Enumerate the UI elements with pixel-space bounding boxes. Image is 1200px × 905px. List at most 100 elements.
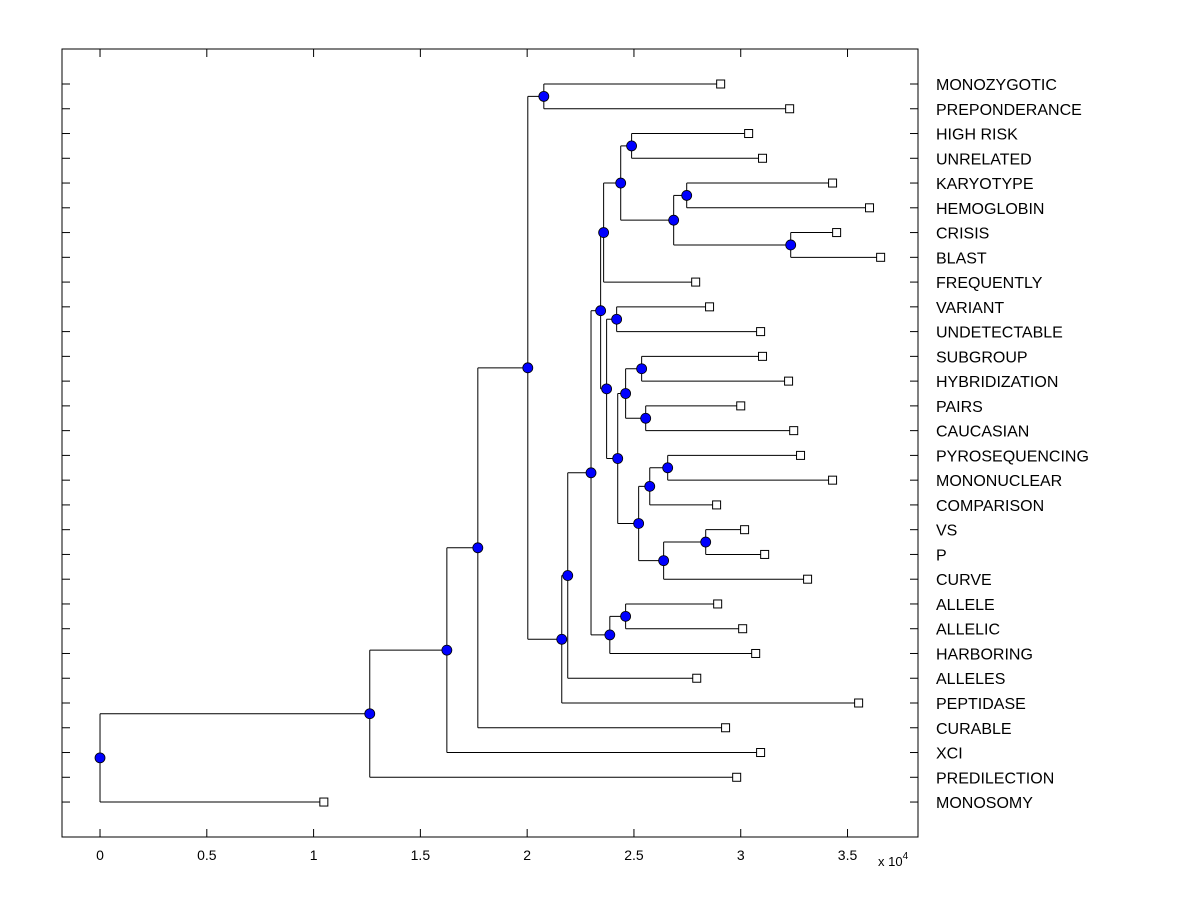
leaf-label: PYROSEQUENCING (936, 448, 1089, 465)
cluster-node-marker (626, 140, 637, 152)
leaf-label: MONOZYGOTIC (936, 77, 1057, 94)
cluster-node-marker (556, 633, 568, 645)
leaf-marker (796, 450, 806, 460)
leaf-marker (758, 153, 768, 163)
cluster-node-marker (700, 536, 712, 548)
cluster-node-marker (644, 480, 656, 492)
leaf-label: HARBORING (936, 646, 1033, 663)
plot-area (61, 48, 919, 838)
leaf-label: CAUCASIAN (936, 424, 1029, 441)
x-tick-label: 1.5 (411, 847, 431, 863)
leaf-marker (760, 549, 770, 559)
cluster-node-marker (633, 518, 645, 529)
leaf-label: CURABLE (936, 721, 1012, 738)
leaf-marker (865, 203, 875, 213)
leaf-marker (803, 574, 813, 584)
leaf-label: CURVE (936, 572, 992, 589)
cluster-node-marker (585, 467, 597, 479)
leaf-label: PREDILECTION (936, 770, 1054, 787)
leaf-marker (732, 772, 742, 782)
cluster-node-marker (472, 542, 484, 554)
cluster-node-marker (681, 190, 693, 201)
leaf-label: ALLELIC (936, 622, 1000, 639)
x-multiplier-exponent: 4 (903, 851, 909, 862)
cluster-node-marker (662, 462, 674, 474)
cluster-node-marker (595, 305, 607, 317)
cluster-node-marker (615, 177, 627, 189)
leaf-label: PEPTIDASE (936, 696, 1026, 713)
leaf-label: ALLELE (936, 597, 995, 614)
leaf-label: HIGH RISK (936, 127, 1018, 144)
leaf-label: SUBGROUP (936, 349, 1028, 366)
cluster-node-marker (612, 453, 624, 464)
leaf-marker (854, 698, 864, 708)
leaf-marker (751, 648, 761, 658)
cluster-node-marker (611, 313, 623, 325)
leaf-marker (876, 252, 886, 262)
leaf-marker (744, 129, 754, 139)
leaf-marker (716, 79, 726, 89)
leaf-marker (692, 673, 702, 683)
leaf-marker (789, 426, 799, 436)
cluster-node-marker (668, 214, 680, 226)
leaf-labels: MONOZYGOTIC PREPONDERANCE HIGH RISK UNRELAT… (936, 77, 1089, 812)
leaf-label: BLAST (936, 250, 987, 267)
leaf-marker (712, 500, 722, 510)
cluster-node-marker (604, 629, 616, 641)
leaf-marker (784, 376, 794, 386)
leaf-label: PAIRS (936, 399, 983, 416)
leaf-label: PREPONDERANCE (936, 102, 1082, 119)
cluster-node-marker (562, 570, 574, 581)
leaf-marker (691, 277, 701, 287)
cluster-node-marker (785, 239, 797, 251)
cluster-node-marker (601, 383, 613, 395)
x-tick-label: 3.5 (838, 847, 858, 863)
leaf-label: UNDETECTABLE (936, 325, 1063, 342)
cluster-node-marker (598, 227, 610, 238)
axis-ticks (62, 49, 918, 837)
leaf-marker (736, 401, 746, 411)
leaf-label: ALLELES (936, 671, 1005, 688)
leaf-marker (828, 178, 838, 188)
leaf-marker (832, 228, 842, 238)
leaf-label: KARYOTYPE (936, 176, 1034, 193)
cluster-node-marker (620, 610, 632, 622)
leaf-marker (828, 475, 838, 485)
x-multiplier-label: x 104 (878, 851, 909, 869)
leaf-label: HEMOGLOBIN (936, 201, 1044, 218)
cluster-node-marker (364, 708, 376, 720)
cluster-node-marker (538, 90, 550, 102)
leaf-label: XCI (936, 746, 963, 763)
leaf-marker (740, 525, 750, 535)
cluster-node-marker (636, 363, 648, 375)
leaf-marker (758, 351, 768, 361)
leaf-marker (713, 599, 723, 609)
leaf-label: MONOSOMY (936, 795, 1033, 812)
leaf-label: CRISIS (936, 226, 989, 243)
cluster-node-marker (522, 362, 534, 374)
leaf-label: P (936, 547, 947, 564)
leaf-label: FREQUENTLY (936, 275, 1043, 292)
x-tick-label: 3 (737, 847, 745, 863)
leaf-label: VARIANT (936, 300, 1004, 317)
leaf-marker (721, 723, 731, 733)
leaf-marker (319, 797, 329, 807)
leaf-label: UNRELATED (936, 151, 1032, 168)
x-tick-label: 0.5 (197, 847, 217, 863)
x-tick-label: 2 (523, 847, 531, 863)
cluster-node-marker (441, 644, 453, 656)
dendrogram-links (99, 83, 881, 803)
leaf-marker (705, 302, 715, 312)
leaf-label: COMPARISON (936, 498, 1044, 515)
leaf-marker (785, 104, 795, 114)
cluster-node-marker (94, 752, 106, 764)
x-tick-label: 1 (310, 847, 318, 863)
leaf-marker (738, 624, 748, 634)
cluster-node-marker (658, 555, 670, 567)
leaf-label: HYBRIDIZATION (936, 374, 1058, 391)
x-tick-labels: 0 0.5 1 1.5 2 2.5 3 3.5 (96, 847, 857, 863)
cluster-node-marker (640, 412, 652, 424)
x-tick-label: 2.5 (624, 847, 644, 863)
x-tick-label: 0 (96, 847, 104, 863)
